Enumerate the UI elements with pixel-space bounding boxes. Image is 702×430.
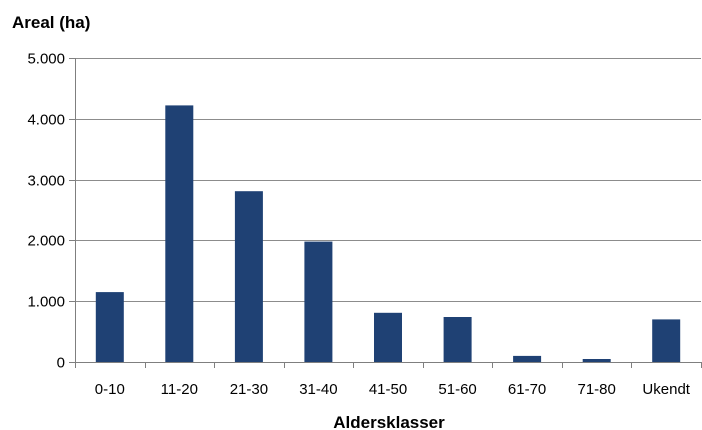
- x-tick-label: 51-60: [438, 381, 476, 398]
- x-tick-label: 61-70: [508, 381, 546, 398]
- y-tick-label: 4.000: [27, 112, 65, 129]
- x-axis-label: Aldersklasser: [333, 413, 445, 430]
- axes: [69, 58, 702, 368]
- x-tick-label: 41-50: [369, 381, 407, 398]
- y-tick-labels: 0 1.000 2.000 3.000 4.000 5.000: [27, 51, 65, 372]
- y-tick-label: 5.000: [27, 51, 65, 68]
- bar: [95, 292, 124, 362]
- x-tick-label: 11-20: [161, 381, 198, 398]
- y-tick-label: 2.000: [27, 233, 65, 250]
- bar: [234, 191, 263, 362]
- x-tick-label: Ukendt: [642, 381, 690, 398]
- bar: [443, 317, 472, 362]
- x-tick-label: 0-10: [95, 381, 125, 398]
- bars: [95, 105, 681, 363]
- y-tick-label: 3.000: [27, 173, 65, 190]
- x-tick-labels: 0-10 11-20 21-30 31-40 41-50 51-60 61-70 71-80 U…: [95, 381, 691, 398]
- x-tick-label: 31-40: [299, 381, 337, 398]
- bar: [165, 105, 194, 363]
- bar: [304, 241, 333, 362]
- bar: [582, 359, 611, 362]
- x-tick-label: 21-30: [230, 381, 268, 398]
- bar: [513, 355, 542, 362]
- bar: [374, 312, 402, 362]
- bar: [652, 319, 681, 362]
- y-tick-label: 0: [57, 355, 65, 372]
- y-axis-label: Areal (ha): [12, 13, 90, 32]
- y-tick-label: 1.000: [27, 294, 65, 311]
- x-tick-label: 71-80: [578, 381, 616, 398]
